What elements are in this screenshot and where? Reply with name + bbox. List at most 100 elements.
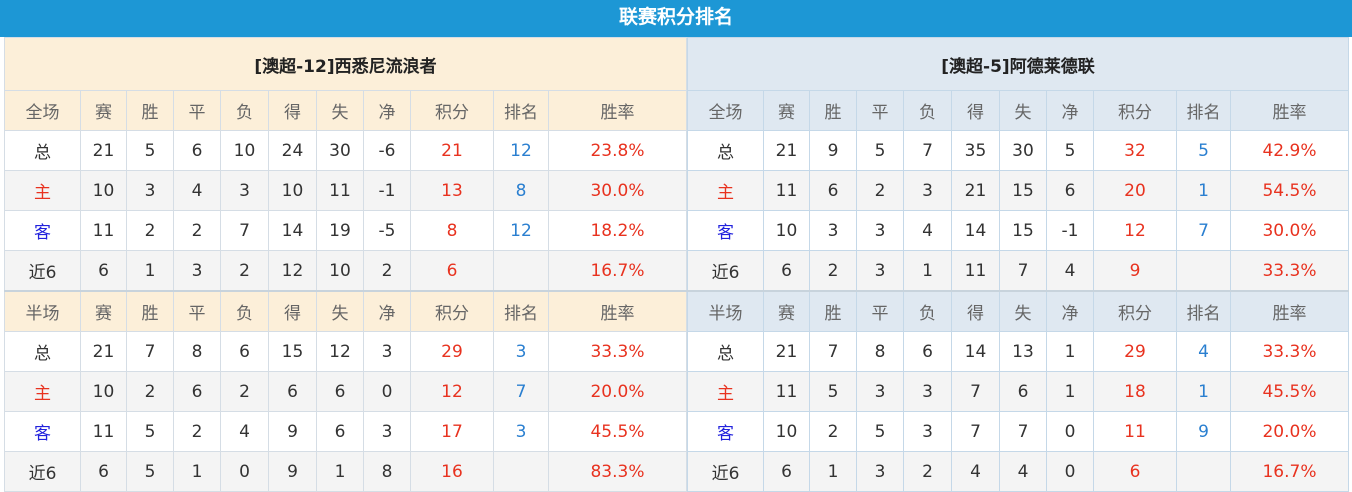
cell-loss: 3 [903,371,952,412]
cell-goals-for: 14 [951,331,1000,372]
table-row: 近6 6 2 3 1 11 7 4 9 33.3% [687,250,1349,292]
column-header-played: 赛 [80,290,127,332]
column-header-goals-for: 得 [268,90,317,131]
cell-goals-for: 14 [951,210,1000,251]
cell-goals-for: 4 [951,451,1000,492]
column-header-rank: 排名 [493,90,549,131]
cell-goal-diff: 3 [363,331,411,372]
cell-draw: 6 [173,130,221,171]
column-header-points: 积分 [410,90,494,131]
cell-win-rate: 83.3% [548,451,687,492]
cell-points: 9 [1093,250,1177,292]
cell-goal-diff: 1 [1046,371,1094,412]
cell-type: 客 [687,411,764,452]
cell-points: 12 [1093,210,1177,251]
cell-draw: 3 [856,210,904,251]
cell-played: 10 [763,411,810,452]
cell-goal-diff: 0 [1046,451,1094,492]
column-header-rank: 排名 [493,290,549,332]
cell-win-rate: 16.7% [1230,451,1349,492]
cell-win: 2 [126,210,174,251]
column-header-win-rate: 胜率 [548,290,687,332]
away-team-standings-table: [澳超-5]阿德莱德联 全场赛胜平负得失净积分 排名 胜率总 21 9 5 7 35 30 5 32 5… [687,37,1349,492]
cell-draw: 2 [173,411,221,452]
column-header-draw: 平 [856,290,904,332]
cell-goal-diff: -1 [1046,210,1094,251]
cell-win: 9 [809,130,857,171]
cell-goals-against: 4 [999,451,1047,492]
cell-draw: 8 [173,331,221,372]
cell-played: 10 [763,210,810,251]
cell-win-rate: 18.2% [548,210,687,251]
column-header-goal-diff: 净 [363,290,411,332]
table-row: 客 11 2 2 7 14 19 -5 8 12 18.2% [4,210,687,251]
full-header-label: 全场 [687,90,764,131]
cell-goal-diff: -5 [363,210,411,251]
table-row: 客 10 2 5 3 7 7 0 11 9 20.0% [687,411,1349,452]
cell-type: 客 [4,411,81,452]
column-header-win: 胜 [126,90,174,131]
cell-goals-for: 9 [268,411,317,452]
cell-points: 12 [410,371,494,412]
column-header-goals-against: 失 [316,290,364,332]
column-header-played: 赛 [763,290,810,332]
column-header-loss: 负 [220,90,269,131]
table-row: 主 10 3 4 3 10 11 -1 13 8 30.0% [4,170,687,211]
cell-draw: 8 [856,331,904,372]
cell-goals-against: 1 [316,451,364,492]
table-row: 主 10 2 6 2 6 6 0 12 7 20.0% [4,371,687,412]
half-header-label: 半场 [4,290,81,332]
full-header-label: 全场 [4,90,81,131]
cell-win-rate: 30.0% [548,170,687,211]
cell-goals-for: 14 [268,210,317,251]
cell-win: 7 [126,331,174,372]
cell-draw: 5 [856,130,904,171]
cell-goals-against: 6 [999,371,1047,412]
cell-rank: 3 [493,411,549,452]
cell-win: 6 [809,170,857,211]
cell-goals-against: 15 [999,210,1047,251]
cell-points: 6 [410,250,494,292]
cell-goals-for: 9 [268,451,317,492]
cell-type: 近6 [687,451,764,492]
table-row: 近6 6 5 1 0 9 1 8 16 83.3% [4,451,687,492]
cell-win: 1 [809,451,857,492]
cell-rank: 1 [1176,170,1231,211]
cell-goals-against: 30 [316,130,364,171]
table-row: 客 11 5 2 4 9 6 3 17 3 45.5% [4,411,687,452]
cell-type: 客 [4,210,81,251]
cell-win: 5 [126,451,174,492]
cell-goals-for: 10 [268,170,317,211]
cell-loss: 7 [220,210,269,251]
cell-rank: 1 [1176,371,1231,412]
cell-rank [493,250,549,292]
cell-win-rate: 33.3% [1230,250,1349,292]
column-header-played: 赛 [80,90,127,131]
cell-goal-diff: 8 [363,451,411,492]
column-header-goals-for: 得 [268,290,317,332]
cell-loss: 3 [220,170,269,211]
column-header-win-rate: 胜率 [548,90,687,131]
cell-type: 主 [687,170,764,211]
cell-goals-against: 7 [999,250,1047,292]
cell-goal-diff: 3 [363,411,411,452]
column-header-rank: 排名 [1176,90,1231,131]
cell-points: 29 [1093,331,1177,372]
cell-type: 近6 [687,250,764,292]
cell-type: 主 [687,371,764,412]
cell-draw: 4 [173,170,221,211]
cell-type: 总 [4,331,81,372]
cell-type: 总 [4,130,81,171]
cell-win-rate: 33.3% [1230,331,1349,372]
cell-played: 21 [763,130,810,171]
cell-goals-for: 35 [951,130,1000,171]
cell-goals-for: 24 [268,130,317,171]
cell-rank: 8 [493,170,549,211]
cell-draw: 3 [856,451,904,492]
home-team-standings-table: [澳超-12]西悉尼流浪者 全场赛胜平负得失净积分 排名 胜率总 21 5 6 10 24 30-… [4,37,687,492]
cell-type: 总 [687,331,764,372]
cell-loss: 2 [220,371,269,412]
cell-win-rate: 16.7% [548,250,687,292]
cell-played: 10 [80,371,127,412]
table-row: 主 11 5 3 3 7 6 1 18 1 45.5% [687,371,1349,412]
